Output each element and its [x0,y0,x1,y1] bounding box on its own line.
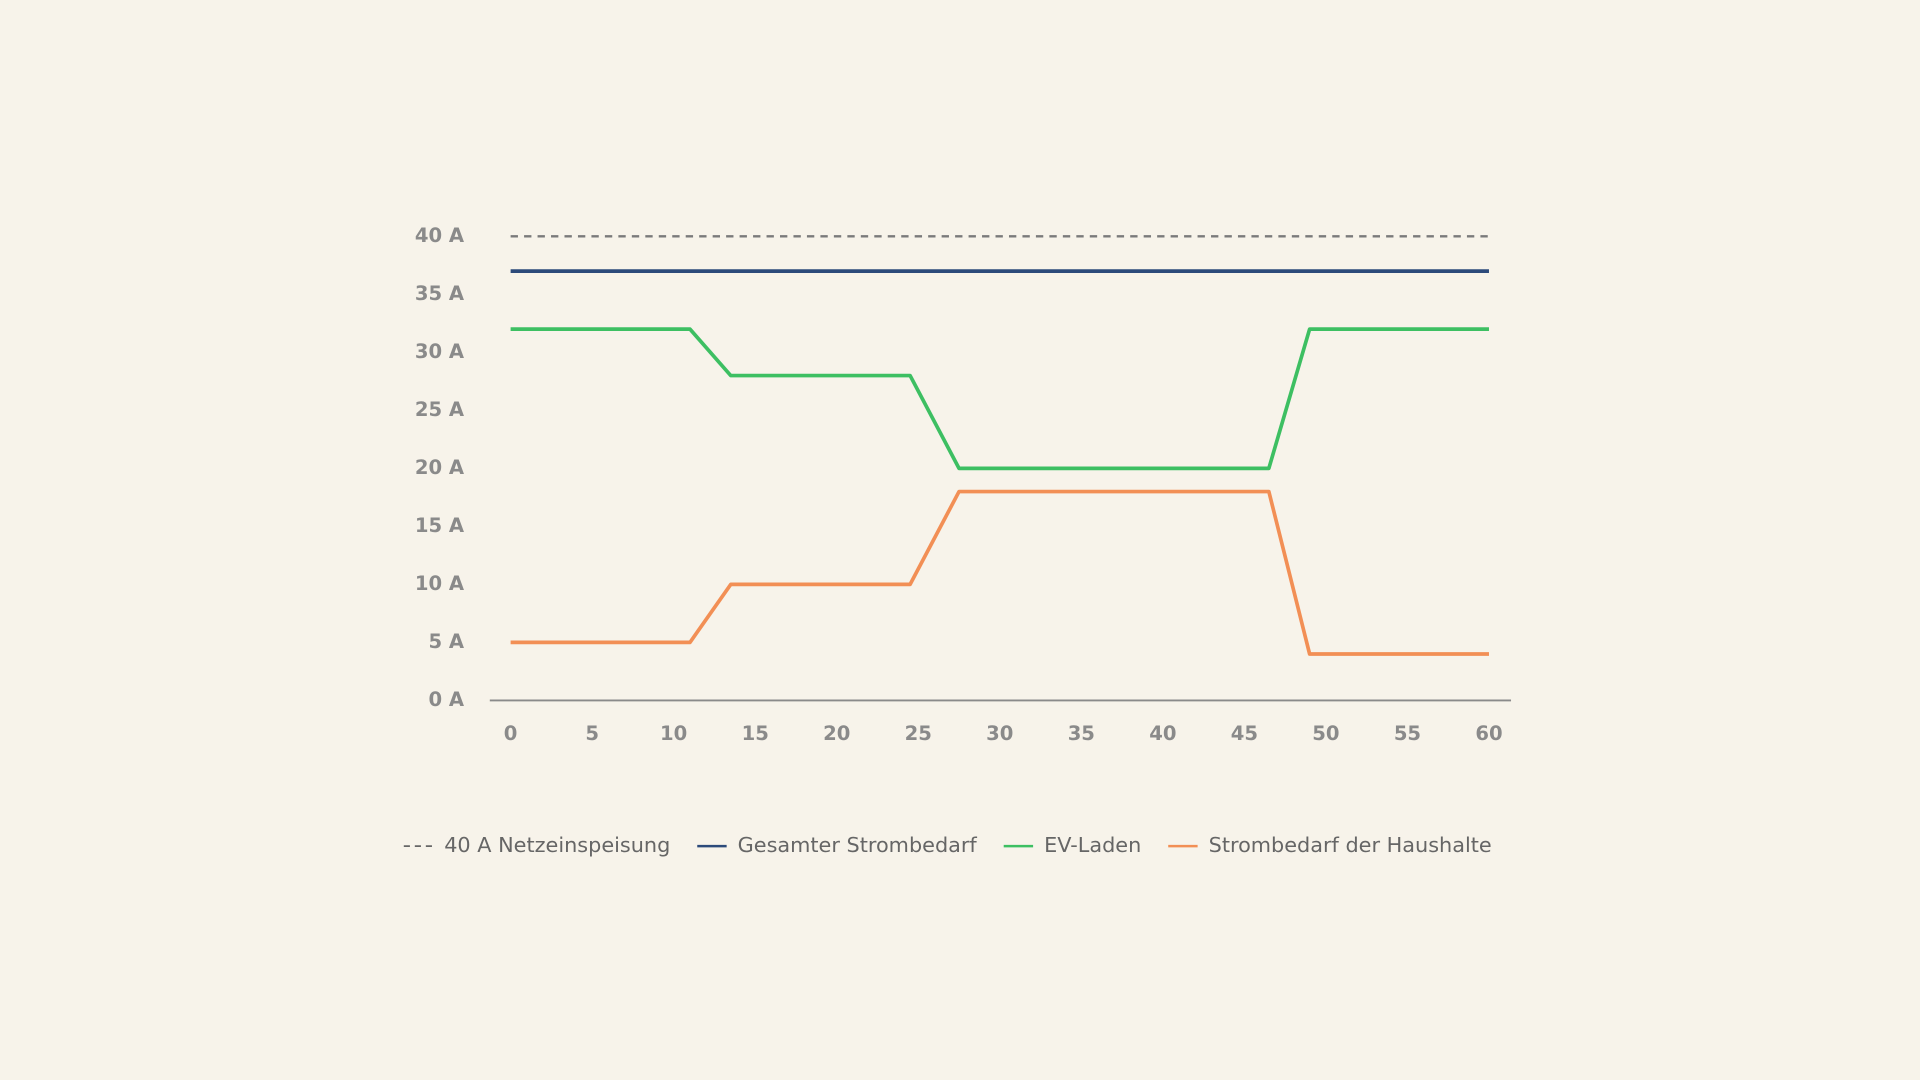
x-tick-label: 10 [660,722,687,745]
x-tick-label: 5 [585,722,599,745]
legend-label: Strombedarf der Haushalte [1209,833,1492,857]
y-tick-label: 10 A [415,572,465,595]
legend-label: Gesamter Strombedarf [738,833,978,857]
y-tick-label: 0 A [428,688,464,711]
y-tick-label: 40 A [415,224,465,247]
x-tick-label: 0 [504,722,518,745]
y-tick-label: 30 A [415,340,465,363]
series-line [510,327,1489,471]
x-tick-label: 40 [1149,722,1176,745]
y-tick-label: 5 A [428,630,464,653]
x-tick-label: 45 [1231,722,1258,745]
x-tick-label: 20 [823,722,850,745]
y-tick-label: 35 A [415,282,465,305]
legend-label: EV-Laden [1044,833,1141,857]
x-tick-label: 60 [1475,722,1502,745]
x-tick-label: 30 [986,722,1013,745]
y-tick-label: 25 A [415,398,465,421]
x-tick-label: 25 [905,722,932,745]
legend: 40 A Netzeinspeisung Gesamter Strombedarf… [403,833,1492,857]
series-line [510,489,1489,656]
x-tick-label: 50 [1312,722,1339,745]
y-tick-label: 20 A [415,456,465,479]
x-tick-label: 35 [1068,722,1095,745]
x-tick-label: 55 [1394,722,1421,745]
x-tick-label: 15 [742,722,769,745]
legend-label: 40 A Netzeinspeisung [444,833,670,857]
y-tick-label: 15 A [415,514,465,537]
